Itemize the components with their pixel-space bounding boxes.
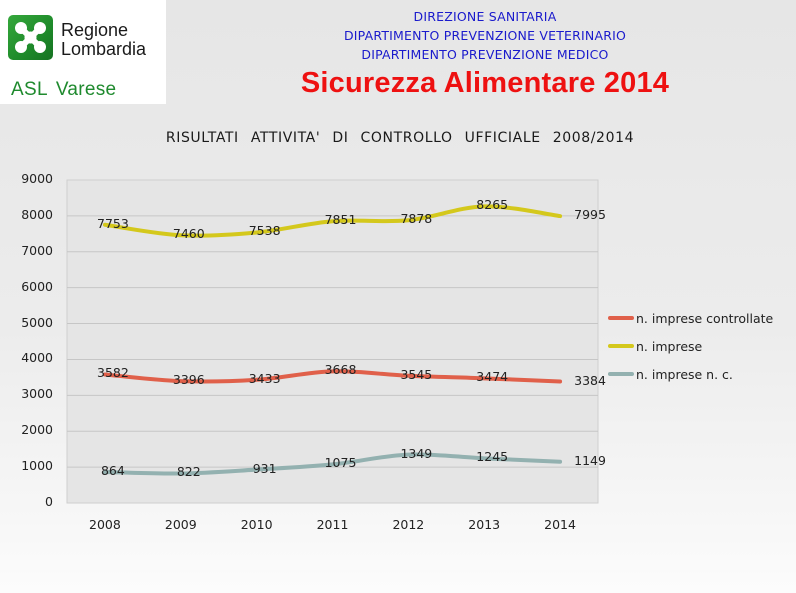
data-label: 931 [252, 460, 277, 476]
header-line-2: DIPARTIMENTO PREVENZIONE VETERINARIO [343, 28, 627, 43]
data-label: 7538 [248, 223, 281, 239]
y-tick-label: 4000 [21, 350, 53, 366]
logo-box: Regione Lombardia ASL Varese [0, 0, 166, 104]
x-tick-label: 2014 [544, 517, 576, 532]
y-tick-label: 0 [45, 494, 53, 509]
data-label: 1075 [324, 455, 357, 471]
chart-title: RISULTATI ATTIVITA' DI CONTROLLO UFFICIA… [165, 130, 635, 146]
series-lines [102, 204, 563, 476]
x-tick-label: 2009 [164, 517, 197, 532]
legend-label: n. imprese n. c. [636, 366, 733, 382]
legend-swatch-icon [608, 344, 634, 348]
series-line [102, 369, 563, 384]
x-tick-label: 2008 [89, 517, 121, 532]
legend-label: n. imprese controllate [636, 310, 774, 326]
data-label: 7753 [97, 215, 129, 231]
header-departments: DIREZIONE SANITARIA DIPARTIMENTO PREVENZ… [270, 7, 700, 64]
y-tick-label: 2000 [21, 422, 53, 438]
header-line-1: DIREZIONE SANITARIA [413, 9, 557, 24]
header-line-3: DIPARTIMENTO PREVENZIONE MEDICO [361, 47, 609, 62]
series-line [102, 452, 563, 476]
series-line [102, 204, 563, 238]
data-label: 3384 [574, 372, 606, 388]
data-label: 864 [100, 462, 125, 478]
data-label: 822 [176, 464, 201, 480]
x-tick-label: 2012 [392, 517, 425, 532]
legend-item-imprese: n. imprese [608, 332, 773, 360]
data-label: 8265 [476, 197, 509, 213]
legend-swatch-icon [608, 372, 634, 376]
asl-text: ASL [11, 79, 48, 100]
logo-text: Regione Lombardia [61, 21, 146, 59]
legend-swatch-icon [608, 316, 634, 320]
y-tick-label: 1000 [21, 458, 53, 474]
y-tick-label: 6000 [21, 278, 53, 294]
asl-city: Varese [55, 79, 117, 100]
y-tick-label: 9000 [21, 171, 53, 186]
data-label: 3668 [324, 362, 357, 378]
x-tick-label: 2013 [468, 517, 501, 532]
logo-line2: Lombardia [61, 39, 147, 59]
regione-lombardia-logo-icon [8, 15, 53, 60]
x-tick-label: 2010 [240, 517, 273, 532]
asl-label: ASL Varese [11, 79, 116, 101]
logo-line1: Regione [61, 20, 129, 40]
data-label: 3545 [400, 366, 433, 382]
legend-label: n. imprese [636, 338, 703, 354]
data-label: 3474 [476, 369, 509, 385]
y-tick-label: 8000 [21, 206, 53, 222]
data-label: 7995 [574, 207, 606, 223]
data-label: 3582 [97, 365, 129, 381]
y-tick-label: 3000 [21, 386, 53, 402]
data-label: 7878 [400, 211, 433, 227]
data-label: 7460 [172, 226, 205, 242]
data-label: 7851 [324, 212, 357, 228]
page-title: Sicurezza Alimentare 2014 [300, 67, 670, 99]
data-label: 1149 [574, 452, 606, 468]
y-tick-label: 7000 [21, 242, 53, 258]
data-label: 3396 [172, 372, 205, 388]
chart-legend: n. imprese controllate n. imprese n. imp… [608, 304, 773, 388]
y-tick-label: 5000 [21, 314, 53, 330]
legend-item-controllate: n. imprese controllate [608, 304, 773, 332]
legend-item-non-conformi: n. imprese n. c. [608, 360, 773, 388]
gridlines [67, 215, 598, 468]
data-label: 3433 [248, 370, 281, 386]
data-label: 1349 [400, 445, 433, 461]
x-tick-label: 2011 [316, 517, 349, 532]
data-label: 1245 [476, 449, 509, 465]
